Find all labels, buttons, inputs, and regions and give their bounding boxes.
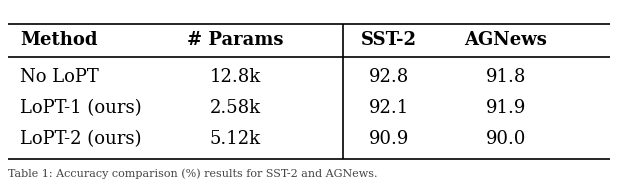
- Text: Method: Method: [20, 31, 98, 49]
- Text: 92.1: 92.1: [369, 99, 409, 117]
- Text: AGNews: AGNews: [465, 31, 548, 49]
- Text: LoPT-1 (ours): LoPT-1 (ours): [20, 99, 142, 117]
- Text: 90.9: 90.9: [369, 130, 409, 148]
- Text: LoPT-2 (ours): LoPT-2 (ours): [20, 130, 142, 148]
- Text: # Params: # Params: [187, 31, 284, 49]
- Text: 12.8k: 12.8k: [210, 68, 261, 86]
- Text: Table 1: Accuracy comparison (%) results for SST-2 and AGNews.: Table 1: Accuracy comparison (%) results…: [7, 169, 377, 179]
- Text: 5.12k: 5.12k: [210, 130, 261, 148]
- Text: 92.8: 92.8: [369, 68, 409, 86]
- Text: SST-2: SST-2: [361, 31, 417, 49]
- Text: 90.0: 90.0: [486, 130, 526, 148]
- Text: 2.58k: 2.58k: [210, 99, 261, 117]
- Text: No LoPT: No LoPT: [20, 68, 99, 86]
- Text: 91.8: 91.8: [486, 68, 526, 86]
- Text: 91.9: 91.9: [486, 99, 526, 117]
